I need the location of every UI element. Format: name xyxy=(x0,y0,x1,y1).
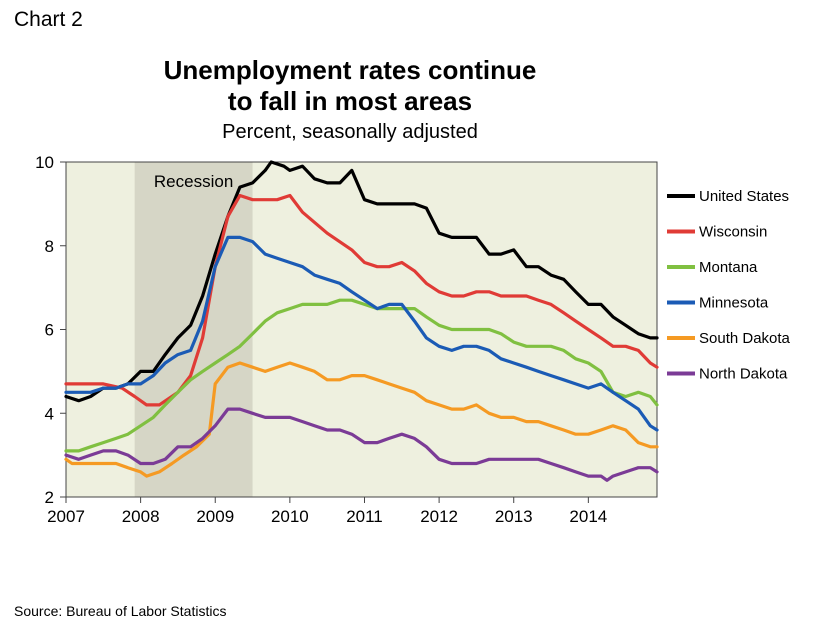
chart-number-label: Chart 2 xyxy=(14,8,83,31)
x-tick-label: 2014 xyxy=(569,507,607,526)
legend-label-minnesota: Minnesota xyxy=(699,295,769,312)
x-tick-label: 2013 xyxy=(495,507,533,526)
x-tick-label: 2009 xyxy=(196,507,234,526)
source-note: Source: Bureau of Labor Statistics xyxy=(14,603,227,619)
x-tick-label: 2008 xyxy=(122,507,160,526)
legend-label-montana: Montana xyxy=(699,259,758,276)
legend-label-wisconsin: Wisconsin xyxy=(699,224,767,241)
chart-subtitle: Percent, seasonally adjusted xyxy=(222,121,478,143)
x-tick-label: 2010 xyxy=(271,507,309,526)
legend-label-south-dakota: South Dakota xyxy=(699,330,791,347)
y-tick-label: 2 xyxy=(45,488,54,507)
x-axis: 2007 2008 2009 2010 2011 2012 2013 2014 xyxy=(47,497,607,526)
recession-label: Recession xyxy=(154,172,233,191)
legend-label-north-dakota: North Dakota xyxy=(699,366,788,383)
series-line-united-states xyxy=(64,160,659,403)
y-tick-label: 8 xyxy=(45,237,54,256)
series-line-minnesota xyxy=(64,235,659,432)
series-layer xyxy=(64,160,659,482)
series-line-south-dakota xyxy=(64,361,659,478)
y-tick-label: 10 xyxy=(35,153,54,172)
x-tick-label: 2011 xyxy=(346,507,383,526)
legend: United States Wisconsin Montana Minnesota So… xyxy=(667,188,791,383)
y-tick-label: 4 xyxy=(45,404,54,423)
recession-band xyxy=(134,162,253,497)
y-axis: 2 4 6 8 10 xyxy=(35,153,66,507)
legend-label-united-states: United States xyxy=(699,188,789,205)
x-tick-label: 2012 xyxy=(420,507,458,526)
chart-title-line-2: to fall in most areas xyxy=(227,86,473,116)
series-line-north-dakota xyxy=(64,407,659,482)
y-tick-label: 6 xyxy=(45,321,54,340)
chart-title-line-1: Unemployment rates continue xyxy=(163,55,537,85)
x-tick-label: 2007 xyxy=(47,507,85,526)
series-line-montana xyxy=(64,298,659,453)
